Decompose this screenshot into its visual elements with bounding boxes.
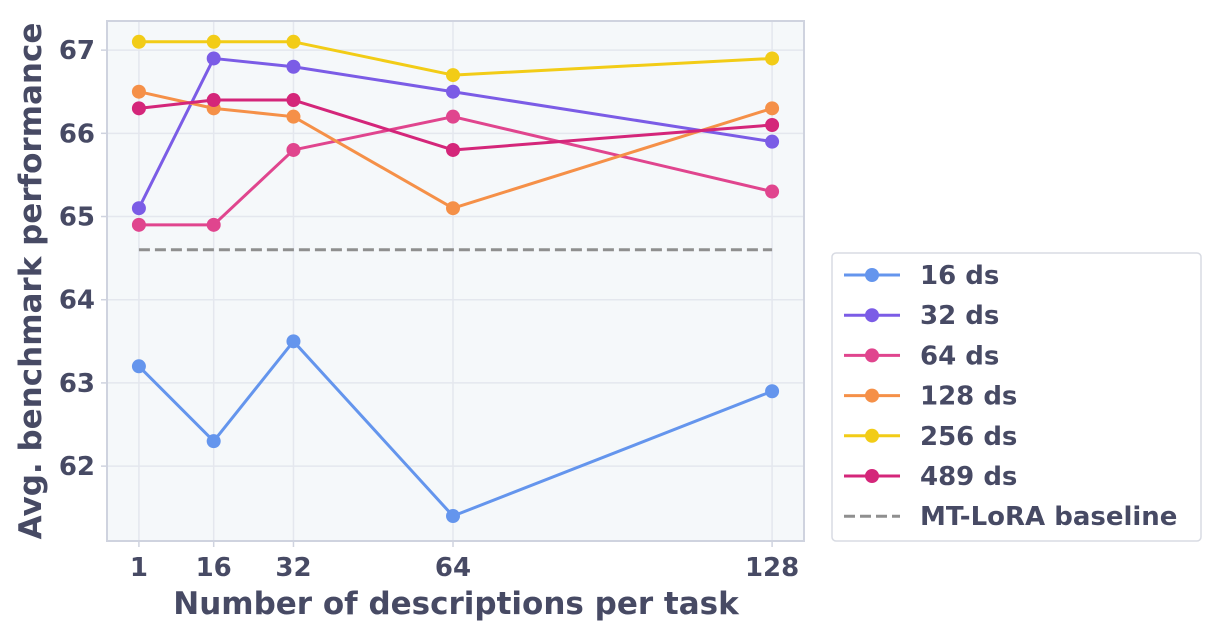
- data-point: [286, 59, 301, 74]
- data-point: [446, 84, 461, 99]
- legend-label: 489 ds: [920, 462, 1017, 492]
- data-point: [765, 134, 780, 149]
- data-point: [206, 34, 221, 49]
- y-tick-label: 64: [59, 286, 95, 316]
- y-tick-label: 65: [59, 203, 95, 233]
- legend-item: 128 ds: [844, 382, 1017, 412]
- legend-item: 64 ds: [844, 341, 999, 371]
- plot-background: [107, 21, 804, 541]
- data-point: [286, 34, 301, 49]
- data-point: [131, 217, 146, 232]
- data-point: [206, 93, 221, 108]
- data-point: [446, 68, 461, 83]
- legend-item: 16 ds: [844, 261, 999, 291]
- legend-point-marker: [865, 388, 879, 403]
- y-axis: 62 63 64 65 66 67: [59, 36, 107, 482]
- x-tick-label: 16: [196, 553, 232, 583]
- data-point: [286, 93, 301, 108]
- data-point: [446, 109, 461, 124]
- legend-point-marker: [865, 428, 879, 443]
- data-point: [765, 51, 780, 66]
- data-point: [446, 201, 461, 216]
- y-tick-label: 66: [59, 119, 95, 149]
- data-point: [446, 509, 461, 524]
- plot-frame: [106, 20, 805, 542]
- data-point: [446, 142, 461, 157]
- x-tick-label: 32: [275, 553, 311, 583]
- data-point: [131, 101, 146, 116]
- x-tick-label: 128: [745, 553, 799, 583]
- data-point: [765, 184, 780, 199]
- x-tick-label: 1: [130, 553, 148, 583]
- data-point: [131, 34, 146, 49]
- legend-label: MT-LoRA baseline: [920, 502, 1177, 532]
- data-point: [206, 217, 221, 232]
- series-layer: [131, 34, 780, 524]
- legend: 16 ds 32 ds 64 ds 128 ds 256 ds 489 ds MT-LoRA…: [831, 252, 1202, 542]
- data-point: [765, 101, 780, 116]
- legend-label: 128 ds: [920, 382, 1017, 412]
- y-tick-label: 62: [59, 452, 95, 482]
- legend-point-marker: [865, 348, 879, 363]
- legend-label: 64 ds: [920, 341, 999, 371]
- y-tick-label: 63: [59, 369, 95, 399]
- data-point: [206, 51, 221, 66]
- legend-point-marker: [865, 469, 879, 483]
- data-point: [286, 142, 301, 157]
- data-point: [131, 84, 146, 99]
- series-489-ds: [131, 93, 780, 157]
- y-tick-label: 67: [59, 36, 95, 66]
- series-32-ds: [131, 51, 780, 216]
- data-point: [765, 118, 780, 132]
- data-point: [131, 201, 146, 216]
- data-point: [286, 334, 301, 349]
- legend-point-marker: [865, 308, 879, 323]
- series-16-ds: [131, 334, 780, 524]
- legend-label: 16 ds: [920, 261, 999, 291]
- data-point: [206, 434, 221, 449]
- x-axis-title: Number of descriptions per task: [173, 586, 740, 622]
- legend-item: 32 ds: [844, 301, 999, 331]
- legend-item: 256 ds: [844, 422, 1017, 452]
- data-point: [286, 109, 301, 124]
- data-point: [765, 384, 780, 399]
- x-tick-label: 64: [435, 553, 471, 583]
- legend-item-baseline: MT-LoRA baseline: [844, 502, 1177, 532]
- legend-label: 256 ds: [920, 422, 1017, 452]
- legend-box: [831, 252, 1202, 542]
- legend-point-marker: [865, 268, 879, 282]
- x-axis: 1 16 32 64 128: [130, 541, 799, 583]
- data-point: [131, 359, 146, 374]
- legend-label: 32 ds: [920, 301, 999, 331]
- legend-item: 489 ds: [844, 462, 1017, 492]
- series-256-ds: [131, 34, 780, 83]
- y-axis-title: Avg. benchmark performance: [13, 23, 49, 540]
